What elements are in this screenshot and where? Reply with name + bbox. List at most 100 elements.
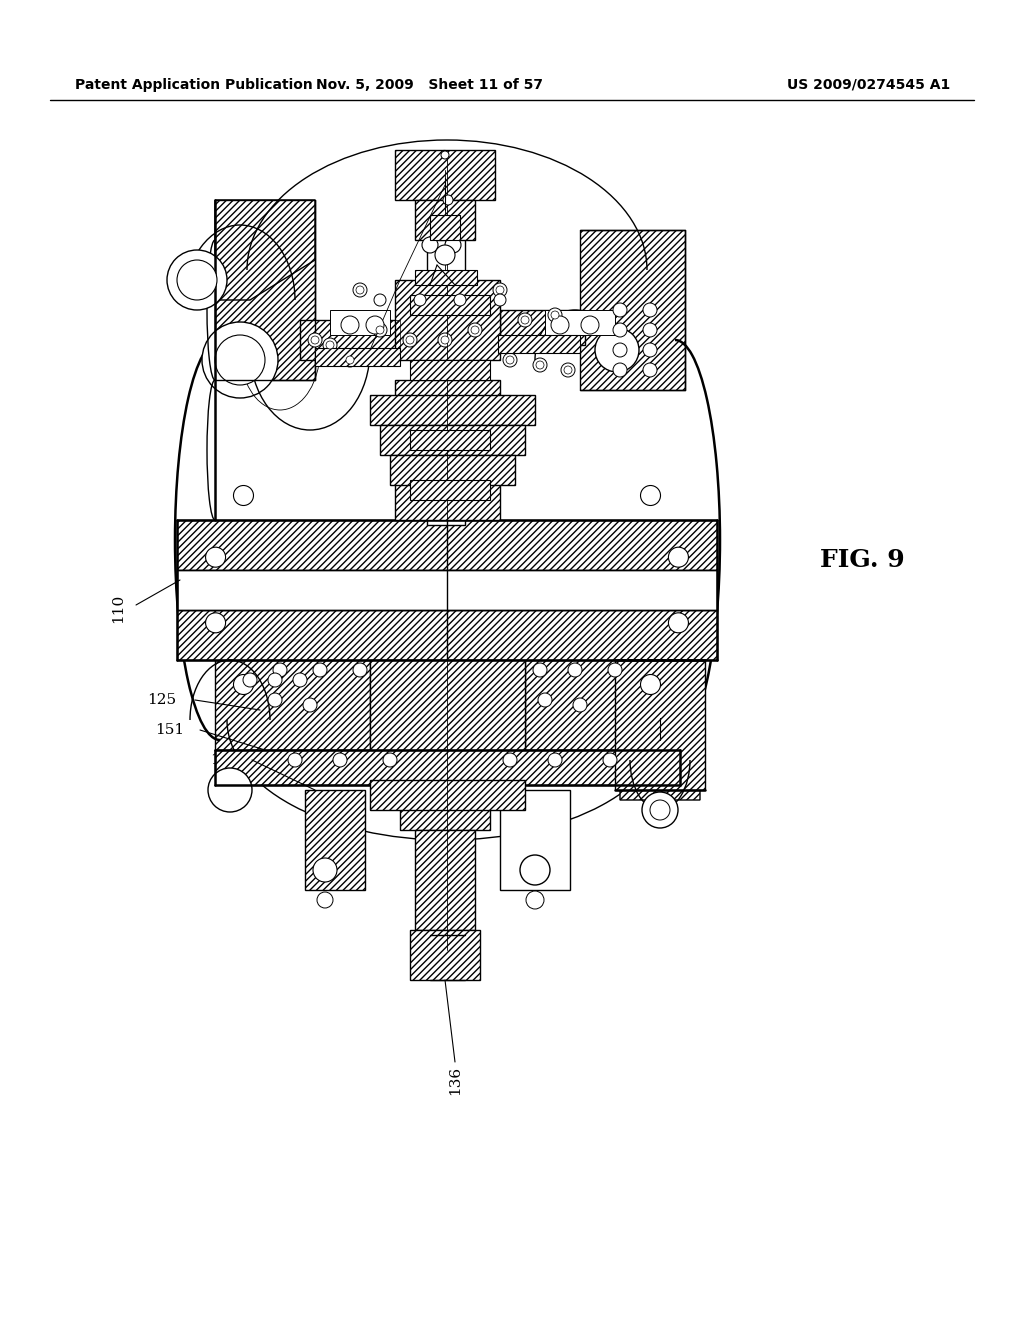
Circle shape — [643, 363, 657, 378]
Bar — [415, 201, 475, 240]
Bar — [315, 348, 400, 366]
Bar — [400, 789, 490, 830]
Circle shape — [441, 337, 449, 345]
Circle shape — [445, 238, 461, 253]
Text: 150: 150 — [438, 145, 452, 174]
Bar — [330, 310, 390, 335]
Text: 124: 124 — [210, 752, 240, 767]
Circle shape — [641, 486, 660, 506]
Bar — [395, 380, 500, 440]
Circle shape — [374, 294, 386, 306]
Circle shape — [468, 323, 482, 337]
Polygon shape — [620, 660, 700, 800]
Bar — [415, 830, 475, 931]
Bar — [427, 154, 465, 525]
Bar — [305, 789, 365, 890]
Circle shape — [403, 333, 417, 347]
Text: 131: 131 — [653, 685, 667, 714]
Bar — [395, 280, 500, 360]
Circle shape — [526, 891, 544, 909]
Circle shape — [561, 363, 575, 378]
Circle shape — [669, 548, 688, 568]
Text: 151: 151 — [156, 723, 184, 737]
Bar — [410, 430, 490, 450]
Circle shape — [521, 315, 529, 323]
Circle shape — [454, 294, 466, 306]
Bar — [395, 150, 495, 201]
Bar — [370, 780, 525, 810]
Circle shape — [373, 323, 387, 337]
Circle shape — [613, 323, 627, 337]
Circle shape — [243, 673, 257, 686]
Circle shape — [313, 663, 327, 677]
Circle shape — [548, 308, 562, 322]
Circle shape — [206, 548, 225, 568]
Circle shape — [333, 752, 347, 767]
Circle shape — [503, 352, 517, 367]
Circle shape — [293, 673, 307, 686]
Bar — [177, 610, 717, 660]
Bar — [525, 660, 680, 750]
Circle shape — [518, 313, 532, 327]
Circle shape — [353, 282, 367, 297]
Bar — [410, 360, 490, 380]
Circle shape — [548, 752, 562, 767]
Bar — [370, 395, 535, 425]
Bar — [615, 660, 705, 789]
Text: 110: 110 — [111, 594, 125, 623]
Circle shape — [564, 366, 572, 374]
Circle shape — [383, 752, 397, 767]
Text: 136: 136 — [449, 1065, 462, 1094]
Circle shape — [643, 304, 657, 317]
Circle shape — [471, 326, 479, 334]
Circle shape — [233, 675, 254, 694]
Bar — [370, 660, 525, 780]
Bar — [410, 931, 480, 979]
Bar — [410, 480, 490, 500]
Circle shape — [613, 343, 627, 356]
Circle shape — [551, 312, 559, 319]
Circle shape — [323, 338, 337, 352]
Circle shape — [493, 282, 507, 297]
Circle shape — [642, 792, 678, 828]
Circle shape — [613, 363, 627, 378]
Circle shape — [641, 675, 660, 694]
Circle shape — [506, 356, 514, 364]
Circle shape — [568, 663, 582, 677]
Bar — [500, 789, 570, 890]
Circle shape — [233, 486, 254, 506]
Circle shape — [643, 323, 657, 337]
Circle shape — [346, 356, 354, 364]
Circle shape — [353, 663, 367, 677]
Circle shape — [643, 343, 657, 356]
Bar — [395, 440, 500, 520]
Circle shape — [311, 337, 319, 345]
Circle shape — [356, 286, 364, 294]
Circle shape — [206, 612, 225, 632]
Circle shape — [538, 693, 552, 708]
Circle shape — [581, 315, 599, 334]
Circle shape — [177, 260, 217, 300]
Bar — [380, 425, 525, 455]
Circle shape — [534, 663, 547, 677]
Bar — [580, 230, 685, 389]
Circle shape — [441, 150, 449, 158]
Bar — [177, 570, 717, 610]
Circle shape — [443, 195, 453, 205]
Circle shape — [573, 698, 587, 711]
Text: FIG. 9: FIG. 9 — [820, 548, 905, 572]
Circle shape — [268, 693, 282, 708]
Circle shape — [308, 333, 322, 347]
Text: Patent Application Publication: Patent Application Publication — [75, 78, 312, 92]
Bar — [177, 520, 717, 570]
Circle shape — [414, 294, 426, 306]
Circle shape — [613, 304, 627, 317]
Circle shape — [435, 246, 455, 265]
Bar — [215, 201, 315, 380]
Bar — [300, 319, 400, 360]
Bar — [545, 310, 615, 335]
Circle shape — [317, 892, 333, 908]
Circle shape — [603, 752, 617, 767]
Circle shape — [494, 294, 506, 306]
Circle shape — [326, 341, 334, 348]
